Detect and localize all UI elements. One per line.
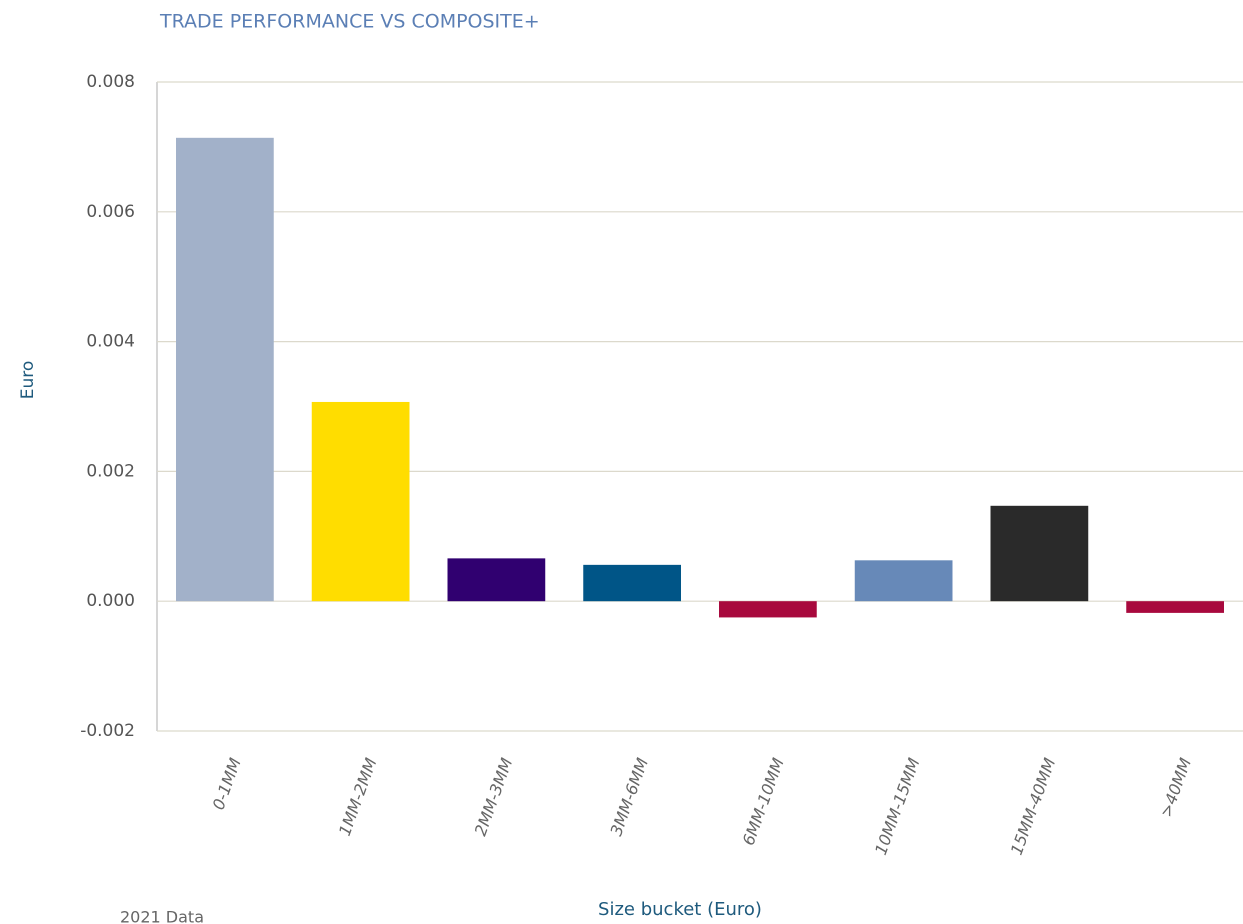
y-tick-label: 0.006	[86, 202, 135, 222]
source-note: 2021 Data	[120, 908, 204, 924]
bar	[447, 558, 546, 602]
bar	[583, 564, 681, 602]
chart-title: TRADE PERFORMANCE VS COMPOSITE+	[159, 11, 540, 33]
x-tick-label: 15MM-40MM	[1007, 755, 1060, 857]
x-tick-label: 1MM-2MM	[335, 755, 381, 838]
bar	[854, 560, 953, 602]
y-tick-label: 0.000	[86, 591, 135, 611]
bar	[719, 601, 817, 618]
bar	[176, 137, 274, 602]
y-tick-label: 0.004	[86, 332, 135, 352]
y-tick-label: 0.002	[86, 461, 135, 481]
x-tick-label: 3MM-6MM	[606, 755, 652, 838]
y-tick-label: -0.002	[80, 721, 135, 741]
x-axis-title: Size bucket (Euro)	[598, 899, 762, 920]
bar	[311, 401, 410, 602]
bar	[990, 505, 1089, 602]
x-tick-label: 0-1MM	[209, 755, 245, 812]
y-axis-title: Euro	[18, 361, 38, 400]
x-tick-label: 2MM-3MM	[471, 755, 517, 838]
x-tick-label: 6MM-10MM	[739, 755, 788, 848]
y-tick-label: 0.008	[86, 72, 135, 92]
x-tick-label: 10MM-15MM	[871, 755, 924, 857]
bar	[1126, 601, 1224, 613]
x-tick-label: >40MM	[1156, 755, 1195, 819]
